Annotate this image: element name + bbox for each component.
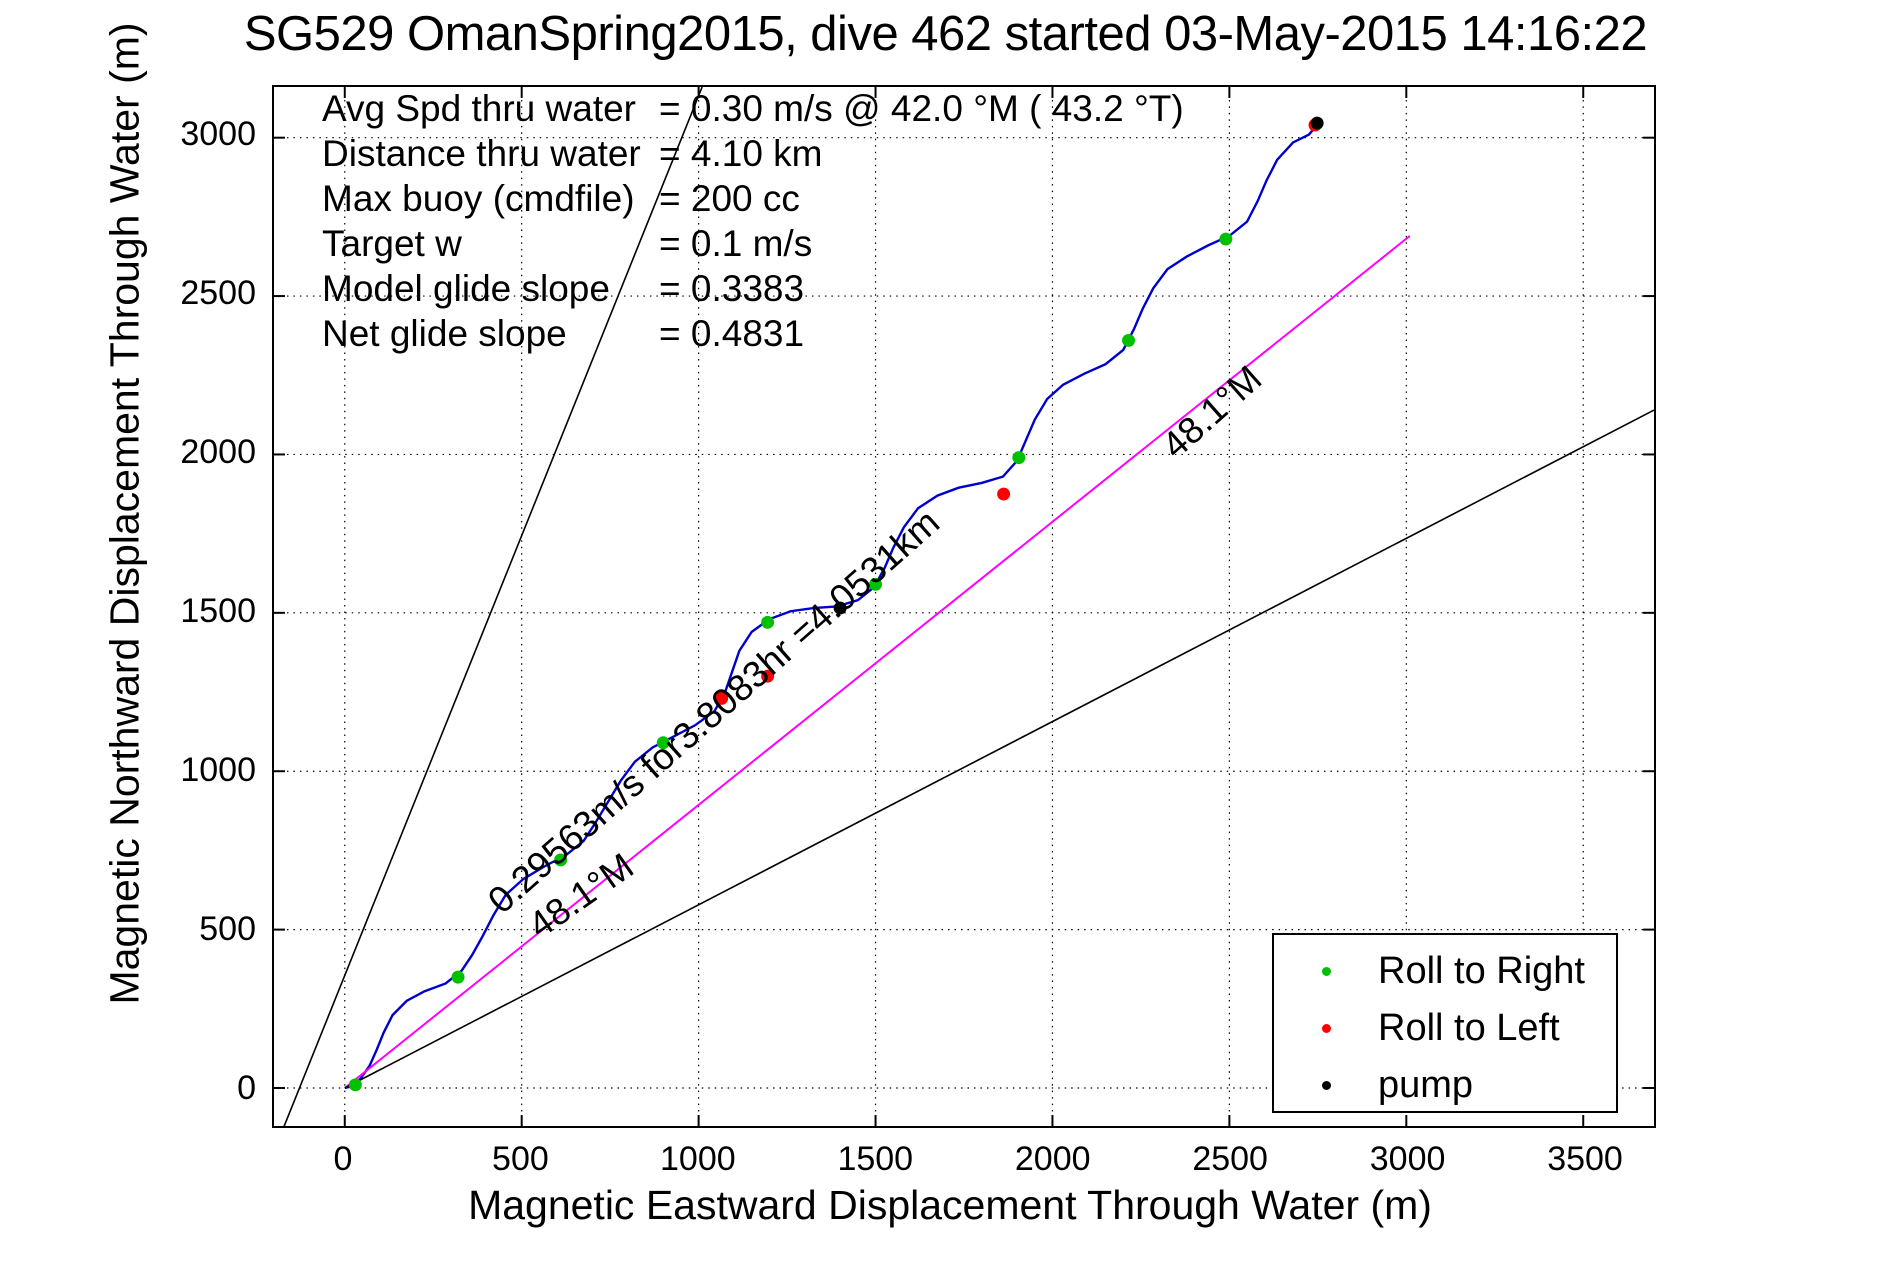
page-title: SG529 OmanSpring2015, dive 462 started 0… — [243, 7, 1648, 61]
y-tick-label: 500 — [199, 909, 256, 948]
legend-item-label: pump — [1378, 1063, 1474, 1106]
legend-item[interactable]: pump — [1274, 1055, 1616, 1115]
data-markers-group — [348, 116, 1324, 1092]
stats-row-value: = 0.4831 — [659, 313, 805, 354]
stats-row: Avg Spd thru water = 0.30 m/s @ 42.0 °M (… — [322, 86, 1184, 131]
stats-row-label: Net glide slope — [322, 313, 567, 354]
x-axis-label: Magnetic Eastward Displacement Through W… — [468, 1182, 1432, 1228]
stats-row-label: Distance thru water — [322, 133, 641, 174]
legend-item-label: Roll to Right — [1378, 949, 1585, 992]
stats-row-label: Target w — [322, 223, 462, 264]
stats-row-value: = 4.10 km — [659, 133, 823, 174]
x-tick-label: 3000 — [1369, 1140, 1446, 1178]
y-axis-label: Magnetic Northward Displacement Through … — [101, 22, 148, 1005]
legend-marker-icon — [1322, 1081, 1331, 1090]
stats-row: Model glide slope = 0.3383 — [322, 266, 1184, 311]
legend-box: Roll to Right Roll to Left pump — [1272, 933, 1618, 1113]
stats-row-label: Avg Spd thru water — [322, 88, 636, 129]
stats-row-label: Model glide slope — [322, 268, 610, 309]
y-tick-label: 0 — [237, 1068, 256, 1107]
stats-row-value: = 0.1 m/s — [659, 223, 813, 264]
stats-row: Net glide slope = 0.4831 — [322, 311, 1184, 356]
stats-row-value: = 0.3383 — [659, 268, 805, 309]
x-tick-label: 2500 — [1192, 1140, 1268, 1178]
x-tick-label: 1000 — [660, 1140, 736, 1178]
legend-item[interactable]: Roll to Left — [1274, 998, 1616, 1058]
stats-row: Max buoy (cmdfile) = 200 cc — [322, 176, 1184, 221]
stats-row-label: Max buoy (cmdfile) — [322, 178, 635, 219]
x-tick-label: 3500 — [1547, 1140, 1623, 1178]
stats-row-value: = 200 cc — [659, 178, 800, 219]
y-tick-label: 2000 — [180, 432, 256, 471]
y-tick-label: 1000 — [180, 750, 256, 789]
legend-marker-icon — [1322, 1024, 1331, 1033]
stats-row: Distance thru water = 4.10 km — [322, 131, 1184, 176]
x-tick-label: 500 — [492, 1140, 549, 1178]
legend-item-label: Roll to Left — [1378, 1006, 1560, 1049]
x-tick-label: 0 — [333, 1140, 353, 1178]
legend-marker-icon — [1322, 967, 1331, 976]
gridlines — [274, 87, 1654, 1126]
x-tick-label: 1500 — [837, 1140, 914, 1178]
y-tick-label: 2500 — [180, 273, 256, 312]
y-tick-label: 3000 — [180, 114, 256, 153]
plot-svg — [274, 87, 1654, 1126]
data-series-group — [283, 87, 1654, 1126]
plot-area — [272, 85, 1656, 1128]
y-tick-label: 1500 — [180, 591, 256, 630]
stats-annotation-table: Avg Spd thru water = 0.30 m/s @ 42.0 °M (… — [322, 86, 1184, 356]
stats-row-value: = 0.30 m/s @ 42.0 °M ( 43.2 °T) — [659, 88, 1184, 129]
x-tick-label: 2000 — [1014, 1140, 1091, 1178]
legend-item[interactable]: Roll to Right — [1274, 941, 1616, 1001]
tick-marks — [274, 87, 1654, 1126]
stats-row: Target w = 0.1 m/s — [322, 221, 1184, 266]
